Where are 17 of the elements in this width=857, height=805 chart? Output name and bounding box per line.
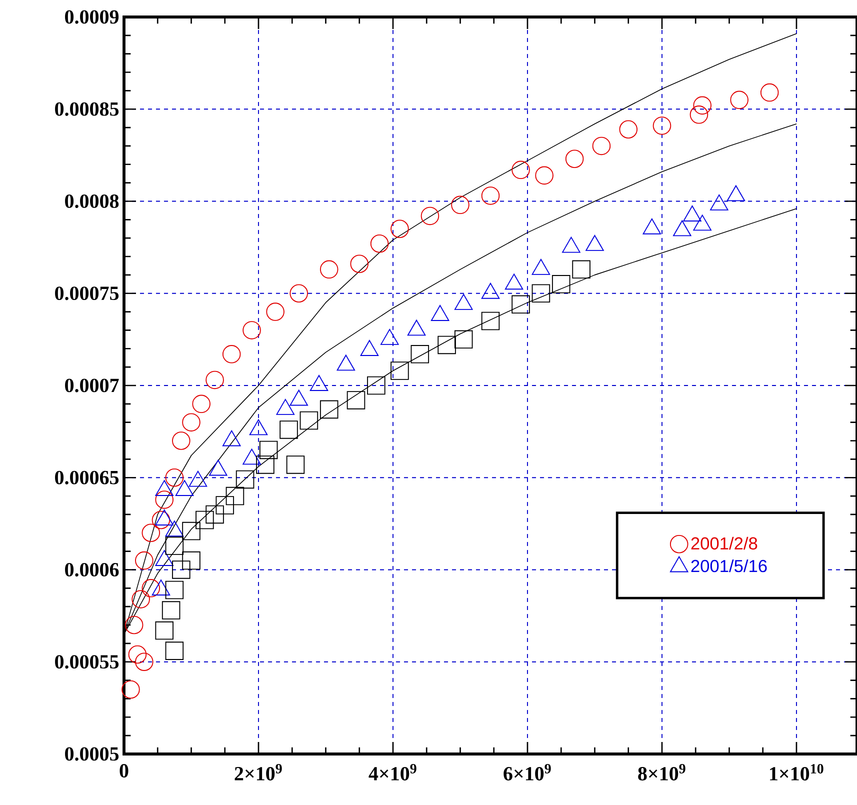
x-tick-label: 6×10$^{9}$ — [504, 764, 551, 780]
y-tick-label: 0.0007 — [65, 378, 119, 392]
y-tick-label: 0.0008 — [65, 194, 119, 208]
y-tick-label: 0.0009 — [65, 10, 119, 24]
legend-label: 2001/2/8 — [691, 536, 758, 550]
x-tick-label: 1×10$^{10}$ — [770, 764, 824, 780]
y-tick-label: 0.0006 — [65, 562, 119, 577]
x-tick-label: 2×10$^{9}$ — [234, 764, 282, 780]
x-tick-label: 4×10$^{9}$ — [368, 764, 416, 780]
x-tick-label: 0 — [120, 764, 128, 778]
y-tick-label: 0.0005 — [65, 747, 119, 761]
y-tick-label: 0.00065 — [55, 470, 119, 484]
y-tick-label: 0.00075 — [55, 286, 119, 300]
legend-label: 2001/5/16 — [691, 559, 767, 572]
y-tick-label: 0.00085 — [55, 102, 119, 116]
x-tick-label: 8×10$^{9}$ — [638, 764, 686, 780]
y-tick-label: 0.00055 — [55, 655, 119, 669]
